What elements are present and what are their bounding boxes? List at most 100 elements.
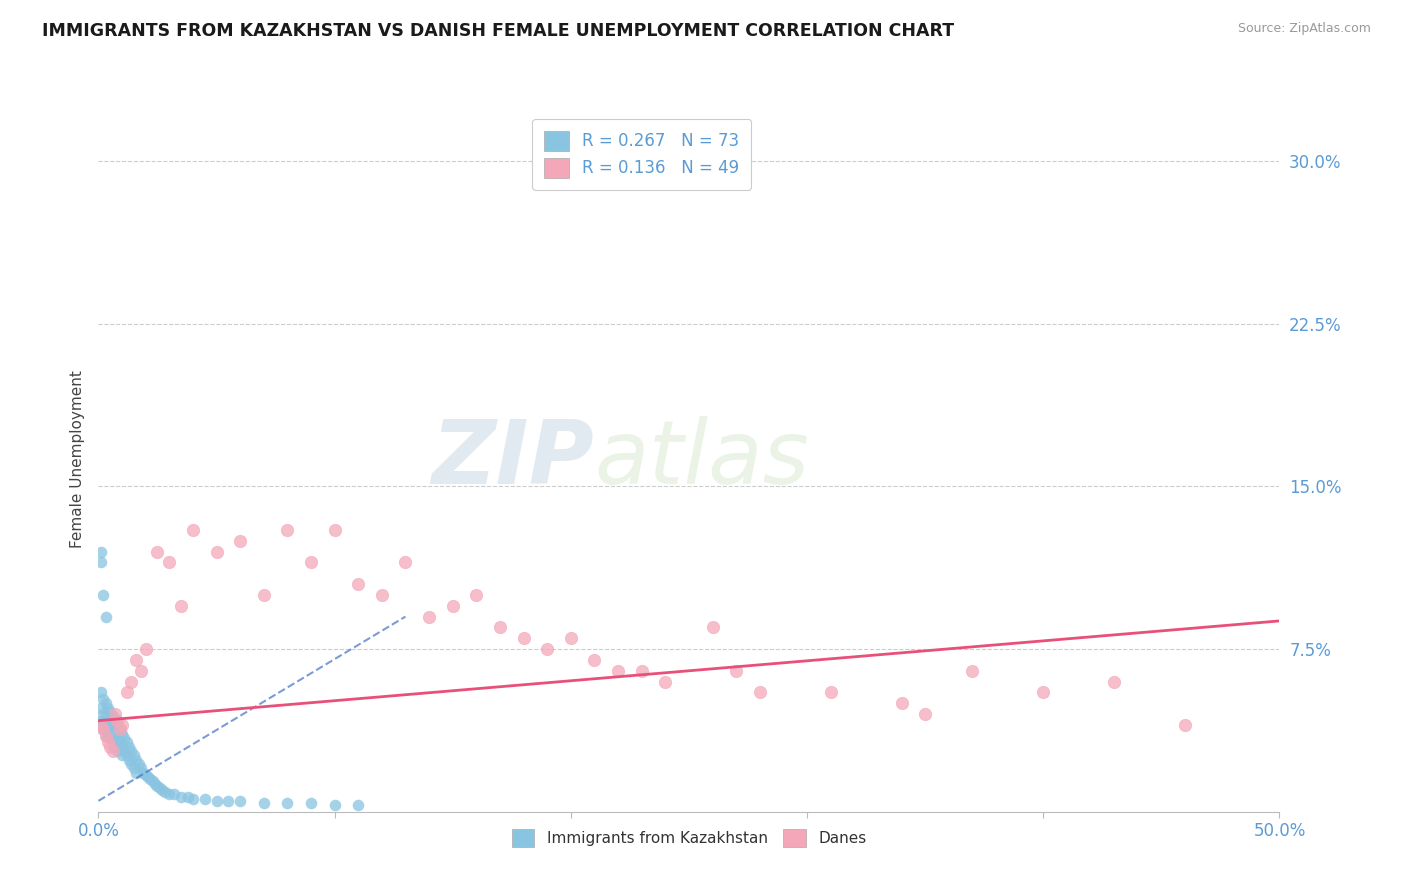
- Point: [177, 789, 200, 804]
- Point: [111, 726, 134, 740]
- Point: [418, 609, 440, 624]
- Point: [536, 642, 558, 657]
- Point: [104, 714, 127, 728]
- Point: [121, 744, 143, 758]
- Point: [94, 696, 117, 710]
- Point: [112, 731, 135, 745]
- Point: [108, 735, 131, 749]
- Point: [91, 692, 114, 706]
- Point: [143, 776, 166, 790]
- Point: [323, 798, 346, 813]
- Point: [253, 588, 276, 602]
- Point: [135, 768, 157, 782]
- Point: [115, 735, 138, 749]
- Point: [97, 735, 120, 749]
- Point: [94, 729, 117, 743]
- Point: [101, 709, 124, 723]
- Point: [105, 714, 128, 728]
- Point: [94, 609, 117, 624]
- Point: [115, 748, 138, 763]
- Point: [121, 674, 143, 689]
- Text: ZIP: ZIP: [432, 416, 595, 503]
- Point: [90, 555, 112, 569]
- Point: [98, 731, 121, 745]
- Point: [91, 707, 114, 722]
- Point: [583, 653, 606, 667]
- Text: atlas: atlas: [595, 417, 810, 502]
- Point: [98, 739, 121, 754]
- Point: [702, 620, 724, 634]
- Point: [170, 599, 193, 613]
- Point: [125, 653, 148, 667]
- Point: [1174, 718, 1197, 732]
- Point: [91, 718, 114, 732]
- Point: [94, 729, 117, 743]
- Point: [118, 753, 141, 767]
- Point: [630, 664, 652, 678]
- Point: [157, 788, 180, 802]
- Point: [97, 700, 120, 714]
- Point: [101, 744, 124, 758]
- Point: [229, 794, 252, 808]
- Point: [1102, 674, 1125, 689]
- Point: [146, 779, 169, 793]
- Legend: Immigrants from Kazakhstan, Danes: Immigrants from Kazakhstan, Danes: [505, 822, 873, 854]
- Point: [129, 761, 152, 775]
- Point: [90, 714, 112, 728]
- Point: [181, 791, 204, 805]
- Point: [98, 705, 121, 719]
- Point: [105, 731, 128, 745]
- Point: [125, 765, 148, 780]
- Point: [90, 718, 112, 732]
- Point: [489, 620, 512, 634]
- Point: [98, 718, 121, 732]
- Point: [139, 772, 162, 787]
- Point: [962, 664, 984, 678]
- Point: [136, 770, 159, 784]
- Point: [105, 744, 128, 758]
- Point: [91, 723, 114, 737]
- Point: [157, 555, 180, 569]
- Text: IMMIGRANTS FROM KAZAKHSTAN VS DANISH FEMALE UNEMPLOYMENT CORRELATION CHART: IMMIGRANTS FROM KAZAKHSTAN VS DANISH FEM…: [42, 22, 955, 40]
- Point: [890, 696, 912, 710]
- Point: [149, 780, 172, 795]
- Point: [118, 739, 141, 754]
- Point: [465, 588, 488, 602]
- Point: [153, 785, 176, 799]
- Text: Source: ZipAtlas.com: Source: ZipAtlas.com: [1237, 22, 1371, 36]
- Point: [108, 723, 131, 737]
- Point: [132, 765, 155, 780]
- Point: [170, 789, 193, 804]
- Point: [104, 726, 127, 740]
- Point: [97, 718, 120, 732]
- Point: [105, 718, 128, 732]
- Point: [194, 791, 217, 805]
- Point: [1032, 685, 1054, 699]
- Point: [654, 674, 676, 689]
- Point: [104, 739, 127, 754]
- Point: [347, 577, 370, 591]
- Point: [122, 748, 145, 763]
- Point: [347, 798, 370, 813]
- Point: [125, 753, 148, 767]
- Point: [108, 723, 131, 737]
- Point: [115, 685, 138, 699]
- Point: [323, 523, 346, 537]
- Point: [128, 757, 150, 772]
- Point: [122, 761, 145, 775]
- Point: [111, 748, 134, 763]
- Point: [91, 588, 114, 602]
- Point: [607, 664, 630, 678]
- Point: [205, 794, 228, 808]
- Point: [121, 757, 143, 772]
- Point: [914, 707, 936, 722]
- Point: [441, 599, 464, 613]
- Point: [135, 642, 157, 657]
- Point: [371, 588, 394, 602]
- Point: [111, 718, 134, 732]
- Point: [205, 544, 228, 558]
- Point: [725, 664, 748, 678]
- Point: [299, 555, 322, 569]
- Point: [94, 709, 117, 723]
- Point: [90, 544, 112, 558]
